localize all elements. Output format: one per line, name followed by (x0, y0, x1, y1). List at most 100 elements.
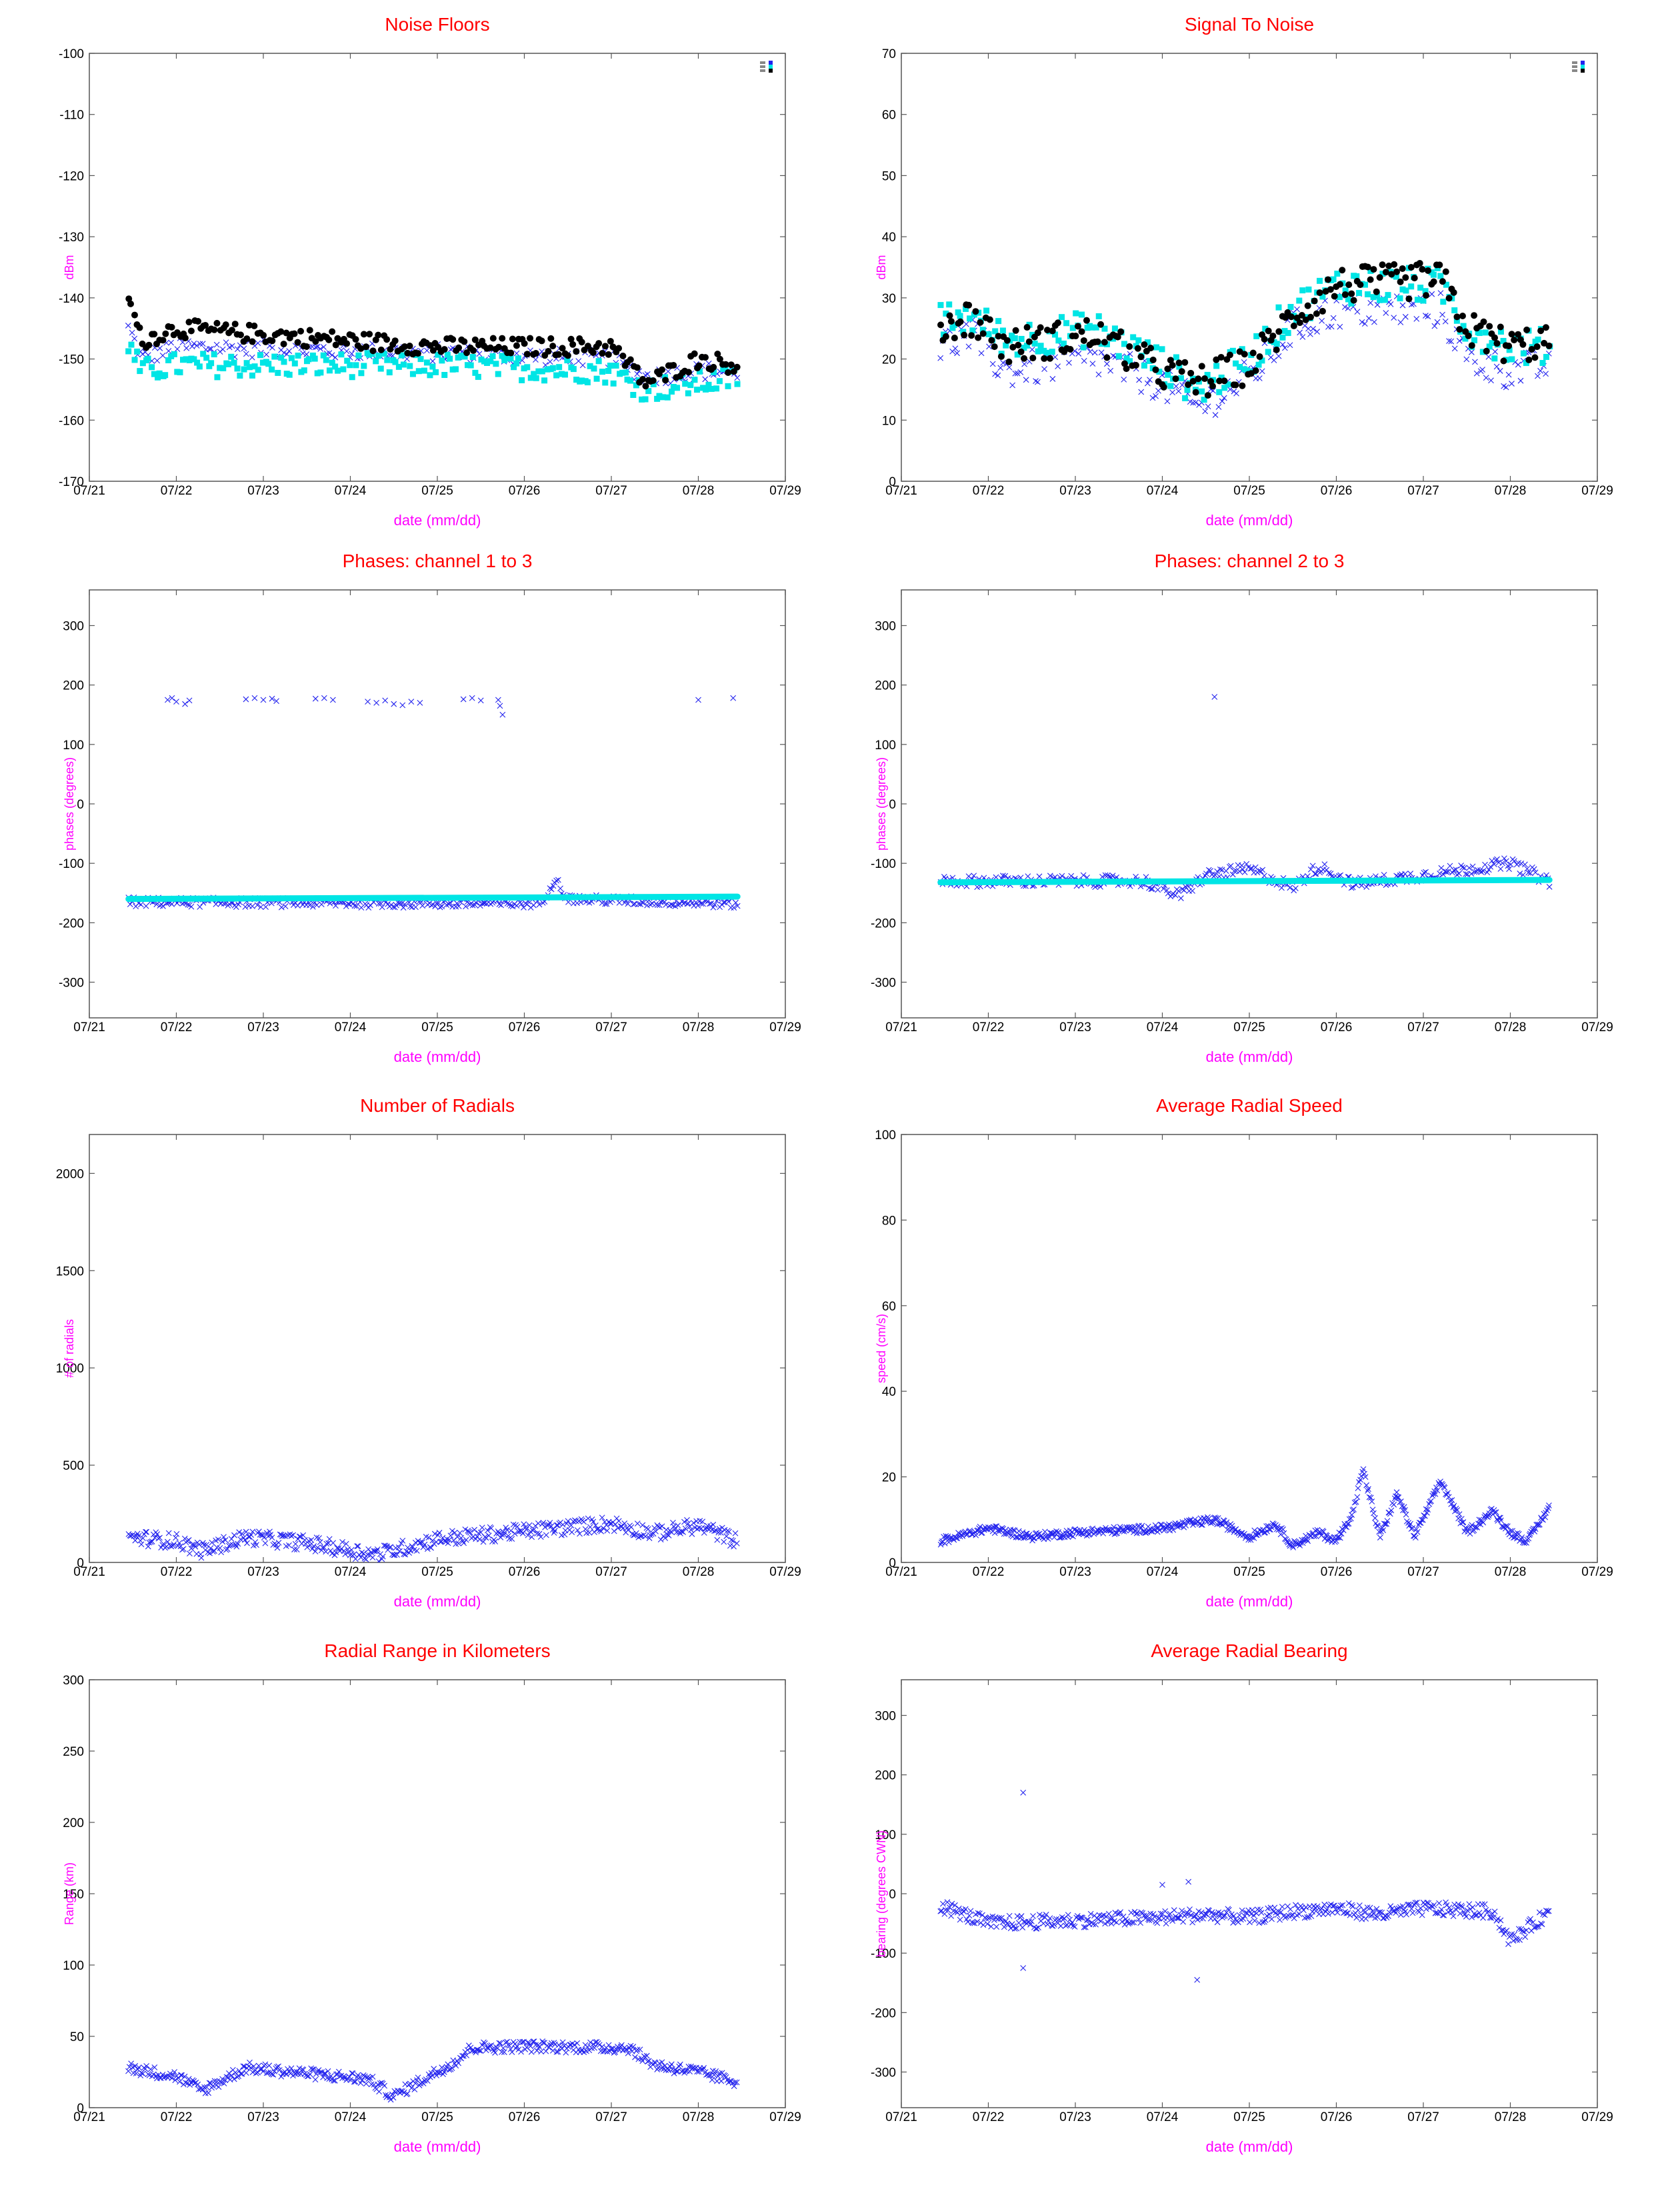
data-point (1101, 325, 1108, 332)
data-point (1298, 311, 1305, 319)
data-point (1420, 297, 1427, 304)
data-point (659, 366, 666, 373)
data-point (180, 1546, 187, 1552)
data-point (1133, 873, 1139, 880)
data-point (1046, 1533, 1052, 1540)
data-point (1083, 317, 1090, 324)
data-point (1256, 375, 1263, 381)
data-point (1102, 1920, 1109, 1927)
data-point (1209, 1518, 1215, 1525)
data-point (240, 2063, 247, 2070)
data-point (578, 2047, 585, 2054)
data-point (1458, 1516, 1465, 1522)
data-point (1227, 386, 1233, 393)
data-point (352, 1556, 359, 1562)
data-point (1518, 861, 1525, 867)
data-point (1243, 861, 1250, 867)
data-point (1265, 327, 1272, 335)
data-point (329, 2076, 335, 2082)
chart-phase23: Phases: channel 2 to 33002001000-100-200… (871, 551, 1613, 1065)
data-point (251, 363, 258, 370)
data-point (1111, 325, 1118, 332)
data-point (1021, 355, 1028, 362)
data-point (379, 904, 385, 911)
data-point (547, 1520, 553, 1526)
data-point (1041, 347, 1047, 354)
data-point (999, 327, 1006, 334)
data-point (1325, 870, 1332, 876)
y-axis-label: phases (degrees) (875, 757, 888, 851)
data-point (1361, 1909, 1368, 1916)
data-point (1185, 1878, 1192, 1885)
data-point (1210, 1911, 1217, 1918)
data-point (971, 873, 977, 879)
data-point (1331, 1902, 1338, 1909)
data-point (1068, 873, 1075, 879)
data-point (1517, 1936, 1523, 1943)
data-point (162, 372, 169, 379)
data-point (352, 2078, 359, 2085)
data-point (519, 2039, 526, 2045)
data-point (633, 1530, 639, 1536)
data-point (224, 1546, 231, 1552)
data-point (1009, 332, 1015, 339)
data-point (1115, 1910, 1121, 1917)
data-point (441, 346, 448, 353)
data-point (1425, 1506, 1431, 1513)
data-point (1429, 291, 1435, 297)
data-point (357, 1554, 364, 1560)
data-point (196, 1541, 203, 1548)
data-point (321, 2070, 328, 2077)
data-point (1366, 315, 1372, 321)
data-point (1393, 1910, 1399, 1916)
x-tick-label: 07/22 (973, 484, 1005, 498)
data-point (1448, 1501, 1455, 1507)
legend-label (760, 69, 765, 72)
data-point (716, 378, 723, 385)
data-point (323, 357, 329, 363)
data-point (1009, 382, 1016, 389)
data-point (942, 1906, 949, 1913)
data-point (1323, 1906, 1330, 1913)
data-point (1213, 363, 1220, 369)
data-point (455, 344, 463, 351)
data-point (1321, 1536, 1328, 1542)
data-point (1442, 318, 1449, 325)
data-point (977, 319, 984, 326)
data-point (1330, 1902, 1337, 1909)
data-point (715, 1529, 722, 1536)
data-point (153, 901, 160, 908)
data-point (297, 327, 305, 335)
data-point (702, 376, 709, 383)
data-point (1043, 327, 1051, 334)
data-point (533, 2047, 540, 2054)
data-point (309, 903, 316, 910)
x-tick-label: 07/24 (1147, 1021, 1179, 1035)
data-point (515, 355, 521, 362)
data-point (1397, 1498, 1404, 1504)
data-point (507, 1527, 514, 1534)
data-point (1367, 276, 1374, 283)
data-point (449, 2065, 455, 2072)
data-point (125, 348, 132, 355)
data-point (630, 901, 637, 908)
data-point (428, 1544, 434, 1551)
data-point (397, 1548, 403, 1554)
y-tick-label: -200 (871, 917, 896, 931)
data-point (317, 345, 324, 352)
legend (1572, 61, 1585, 73)
data-point (1197, 1915, 1203, 1922)
data-point (168, 323, 175, 331)
data-point (1379, 271, 1386, 277)
data-point (1045, 1918, 1052, 1924)
data-point (196, 363, 203, 370)
data-point (711, 369, 717, 375)
data-point (1147, 345, 1155, 352)
data-point (1199, 1522, 1205, 1528)
data-point (1131, 1919, 1137, 1926)
data-point (1239, 866, 1246, 873)
data-point (404, 2090, 411, 2097)
data-point (1219, 867, 1225, 873)
data-point (1005, 1922, 1011, 1928)
data-point (984, 1920, 991, 1927)
